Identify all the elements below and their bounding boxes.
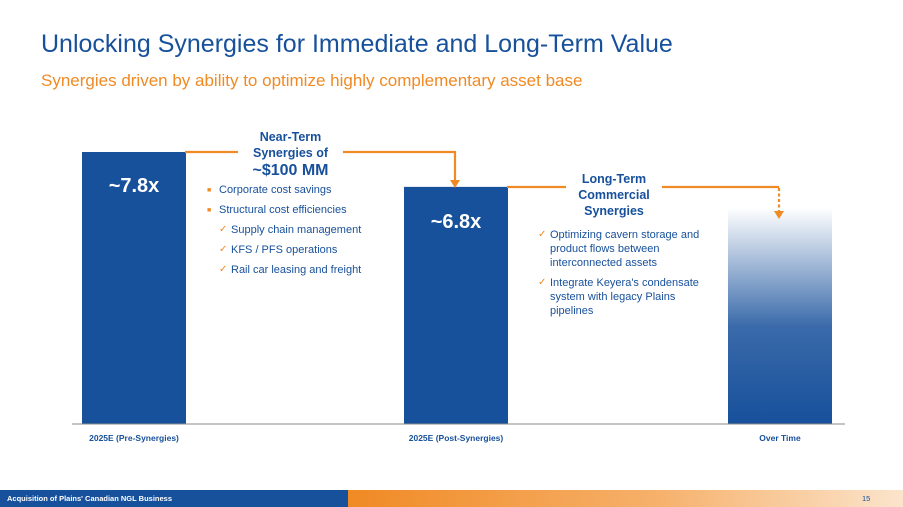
near-term-arrow-head: [450, 180, 460, 188]
page-title: Unlocking Synergies for Immediate and Lo…: [41, 30, 673, 58]
page-subtitle: Synergies driven by ability to optimize …: [41, 71, 583, 90]
list-item: ✓ Integrate Keyera's condensate system wi…: [538, 277, 699, 317]
list-item: ✓ Rail car leasing and freight: [219, 264, 362, 276]
near-term-line1: Near-Term: [259, 130, 322, 144]
category-label-post: 2025E (Post-Synergies): [408, 433, 504, 443]
bar-post-synergies: [404, 186, 508, 424]
bar-value-label-post: ~6.8x: [430, 211, 482, 233]
synergies-chart: [72, 150, 845, 425]
near-term-amount: ~$100 MM: [252, 162, 329, 179]
category-label-over-time: Over Time: [759, 433, 801, 443]
list-item: ✓ Supply chain management: [219, 224, 362, 236]
long-term-line2: Commercial: [578, 188, 650, 202]
page-number: 15: [862, 494, 871, 503]
square-bullet-icon: ■: [207, 207, 212, 214]
footer-text: Acquisition of Plains' Canadian NGL Busi…: [7, 494, 173, 503]
list-item: ✓ KFS / PFS operations: [219, 244, 338, 256]
long-term-list: ✓ Optimizing cavern storage and product f…: [538, 228, 718, 318]
checkmark-icon: ✓: [219, 224, 228, 235]
near-term-arrow-line: [335, 150, 457, 182]
bar-pre-synergies: [82, 152, 186, 424]
list-item: ■ Corporate cost savings: [207, 184, 332, 196]
long-term-callout-title: Long-Term Commercial Synergies: [566, 171, 662, 219]
checkmark-icon: ✓: [219, 264, 228, 275]
checkmark-icon: ✓: [538, 277, 547, 288]
list-item: ✓ Optimizing cavern storage and product f…: [538, 229, 700, 269]
long-term-arrow-head: [774, 211, 784, 219]
footer-bar: [0, 490, 348, 507]
near-term-list: ■ Corporate cost savings ■ Structural cost…: [207, 183, 397, 277]
near-term-line2: Synergies of: [252, 146, 329, 160]
near-term-callout-title: Near-Term Synergies of ~$100 MM: [238, 129, 343, 181]
long-term-line1: Long-Term: [581, 172, 647, 186]
checkmark-icon: ✓: [219, 244, 228, 255]
square-bullet-icon: ■: [207, 187, 212, 194]
checkmark-icon: ✓: [538, 229, 547, 240]
bar-value-label-pre: ~7.8x: [108, 175, 160, 197]
footer-gradient-bar: [348, 490, 903, 507]
bar-over-time: [728, 207, 832, 424]
category-label-pre: 2025E (Pre-Synergies): [89, 433, 179, 443]
list-item: ■ Structural cost efficiencies: [207, 204, 347, 216]
long-term-line3: Synergies: [584, 204, 644, 218]
